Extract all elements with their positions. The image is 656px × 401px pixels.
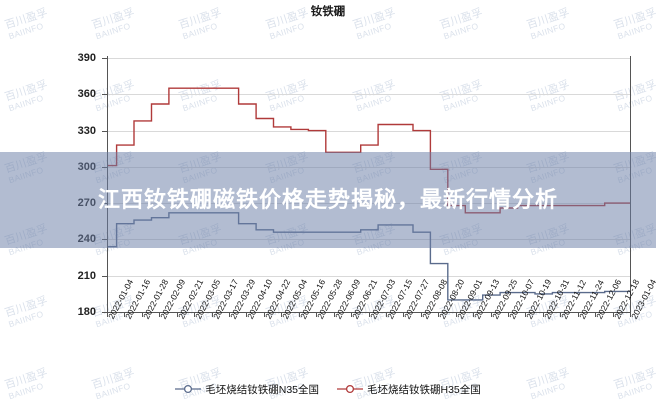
- x-axis-tick-mark: [595, 312, 597, 317]
- legend-item[interactable]: 毛坯烧结钕铁硼H35全国: [337, 382, 481, 397]
- legend-item[interactable]: 毛坯烧结钕铁硼N35全国: [175, 382, 319, 397]
- x-axis-tick-mark: [229, 312, 231, 317]
- x-axis-tick-mark: [124, 312, 126, 317]
- x-axis-tick-mark: [211, 312, 213, 317]
- x-axis-tick-mark: [385, 312, 387, 317]
- legend-marker-circle-line-icon: [337, 384, 363, 394]
- x-axis-tick-mark: [263, 312, 265, 317]
- y-axis-tick-mark: [102, 312, 107, 313]
- x-axis-tick-mark: [438, 312, 440, 317]
- x-axis-tick-mark: [577, 312, 579, 317]
- x-axis-tick-mark: [107, 312, 108, 317]
- x-axis-tick-mark: [507, 312, 509, 317]
- y-axis-tick-label: 180: [77, 306, 96, 318]
- legend-item-label: 毛坯烧结钕铁硼N35全国: [205, 383, 319, 396]
- y-axis-tick-mark: [102, 58, 107, 59]
- x-axis-tick-mark: [141, 312, 143, 317]
- x-axis-tick-mark: [403, 312, 405, 317]
- chart-legend: 毛坯烧结钕铁硼N35全国 毛坯烧结钕铁硼H35全国: [0, 380, 656, 398]
- x-axis-tick-mark: [473, 312, 475, 317]
- x-axis-tick-mark: [612, 312, 614, 317]
- x-axis-tick-mark: [455, 312, 457, 317]
- x-axis-tick-mark: [298, 312, 300, 317]
- y-axis-tick-mark: [102, 130, 107, 132]
- x-axis-tick-mark: [351, 312, 353, 317]
- x-axis-tick-mark: [194, 312, 196, 317]
- x-axis-tick-mark: [368, 312, 370, 317]
- x-axis-tick-mark: [281, 312, 283, 317]
- y-axis-tick-label: 360: [77, 88, 96, 101]
- y-axis-tick-label: 390: [77, 52, 96, 64]
- x-axis-tick-mark: [316, 312, 318, 317]
- y-axis-tick-label: 330: [77, 124, 96, 137]
- gridline: [107, 130, 630, 132]
- x-axis-tick-mark: [333, 312, 335, 317]
- x-axis-tick-mark: [490, 312, 492, 317]
- overlay-banner: [0, 152, 656, 248]
- x-axis-tick-mark: [420, 312, 422, 317]
- gridline: [107, 94, 630, 96]
- x-axis-tick-mark: [560, 312, 562, 317]
- y-axis-tick-mark: [102, 275, 107, 277]
- y-axis-tick-mark: [102, 94, 107, 96]
- gridline: [107, 58, 630, 59]
- x-axis-tick-mark: [630, 312, 631, 317]
- gridline: [107, 275, 630, 277]
- x-axis-tick-mark: [176, 312, 178, 317]
- x-axis-tick-mark: [246, 312, 248, 317]
- chart-title: 钕铁硼: [310, 6, 346, 18]
- overlay-headline: 江西钕铁硼磁铁价格走势揭秘，最新行情分析: [97, 187, 558, 212]
- y-axis-tick-label: 210: [77, 269, 96, 282]
- x-axis-tick-mark: [525, 312, 527, 317]
- x-axis-tick-mark: [542, 312, 544, 317]
- legend-marker-circle-line-icon: [175, 384, 202, 394]
- x-axis-tick-mark: [159, 312, 161, 317]
- legend-item-label: 毛坯烧结钕铁硼H35全国: [367, 383, 481, 396]
